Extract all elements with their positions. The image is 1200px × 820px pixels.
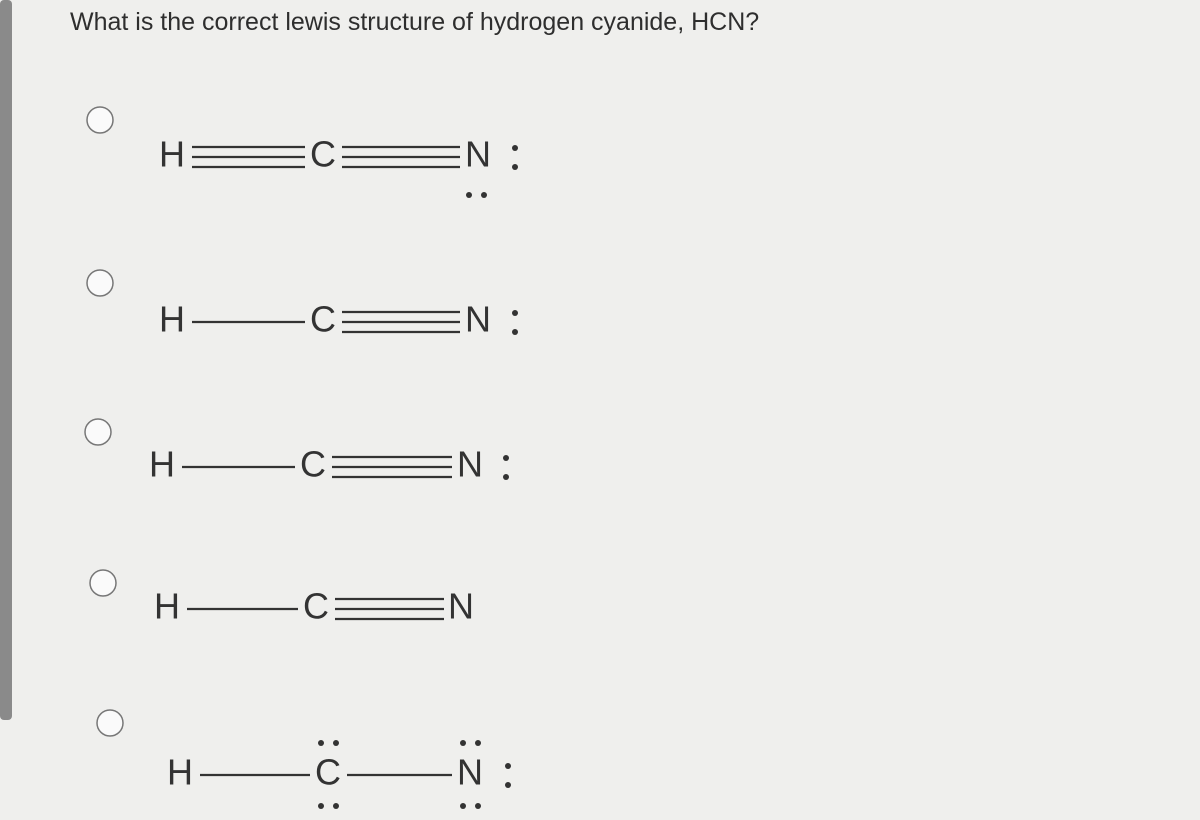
atom: H bbox=[154, 586, 180, 627]
option-4[interactable]: H C N bbox=[89, 569, 474, 627]
option-5[interactable]: H C N bbox=[96, 709, 511, 809]
atom: N bbox=[448, 586, 474, 627]
bond bbox=[342, 310, 460, 334]
lone-pair bbox=[503, 455, 509, 480]
option-1[interactable]: H C N bbox=[86, 106, 518, 198]
atom: H bbox=[167, 752, 193, 793]
bond bbox=[332, 455, 452, 479]
radio-button[interactable] bbox=[84, 418, 112, 446]
atom: H bbox=[159, 134, 185, 175]
lone-pair bbox=[460, 803, 481, 809]
option-2[interactable]: H C N bbox=[86, 269, 518, 340]
atom: C bbox=[315, 752, 341, 793]
atom: N bbox=[457, 444, 483, 485]
atom: C bbox=[310, 134, 336, 175]
lone-pair bbox=[318, 740, 339, 746]
atom: C bbox=[310, 299, 336, 340]
radio-button[interactable] bbox=[86, 269, 114, 297]
radio-button[interactable] bbox=[96, 709, 124, 737]
radio-button[interactable] bbox=[89, 569, 117, 597]
atom: H bbox=[159, 299, 185, 340]
lone-pair bbox=[460, 740, 481, 746]
scrollbar bbox=[0, 0, 12, 720]
atom: C bbox=[300, 444, 326, 485]
atom: H bbox=[149, 444, 175, 485]
lone-pair bbox=[512, 145, 518, 170]
bond bbox=[342, 145, 460, 169]
question: What is the correct lewis structure of h… bbox=[70, 8, 759, 36]
lone-pair bbox=[505, 763, 511, 788]
atom: N bbox=[457, 752, 483, 793]
atom: N bbox=[465, 299, 491, 340]
option-3[interactable]: H C N bbox=[84, 418, 509, 485]
atom: N bbox=[465, 134, 491, 175]
bond bbox=[335, 597, 444, 621]
bond bbox=[192, 145, 305, 169]
lone-pair bbox=[318, 803, 339, 809]
lone-pair bbox=[512, 310, 518, 335]
atom: C bbox=[303, 586, 329, 627]
radio-button[interactable] bbox=[86, 106, 114, 134]
lone-pair bbox=[466, 192, 487, 198]
